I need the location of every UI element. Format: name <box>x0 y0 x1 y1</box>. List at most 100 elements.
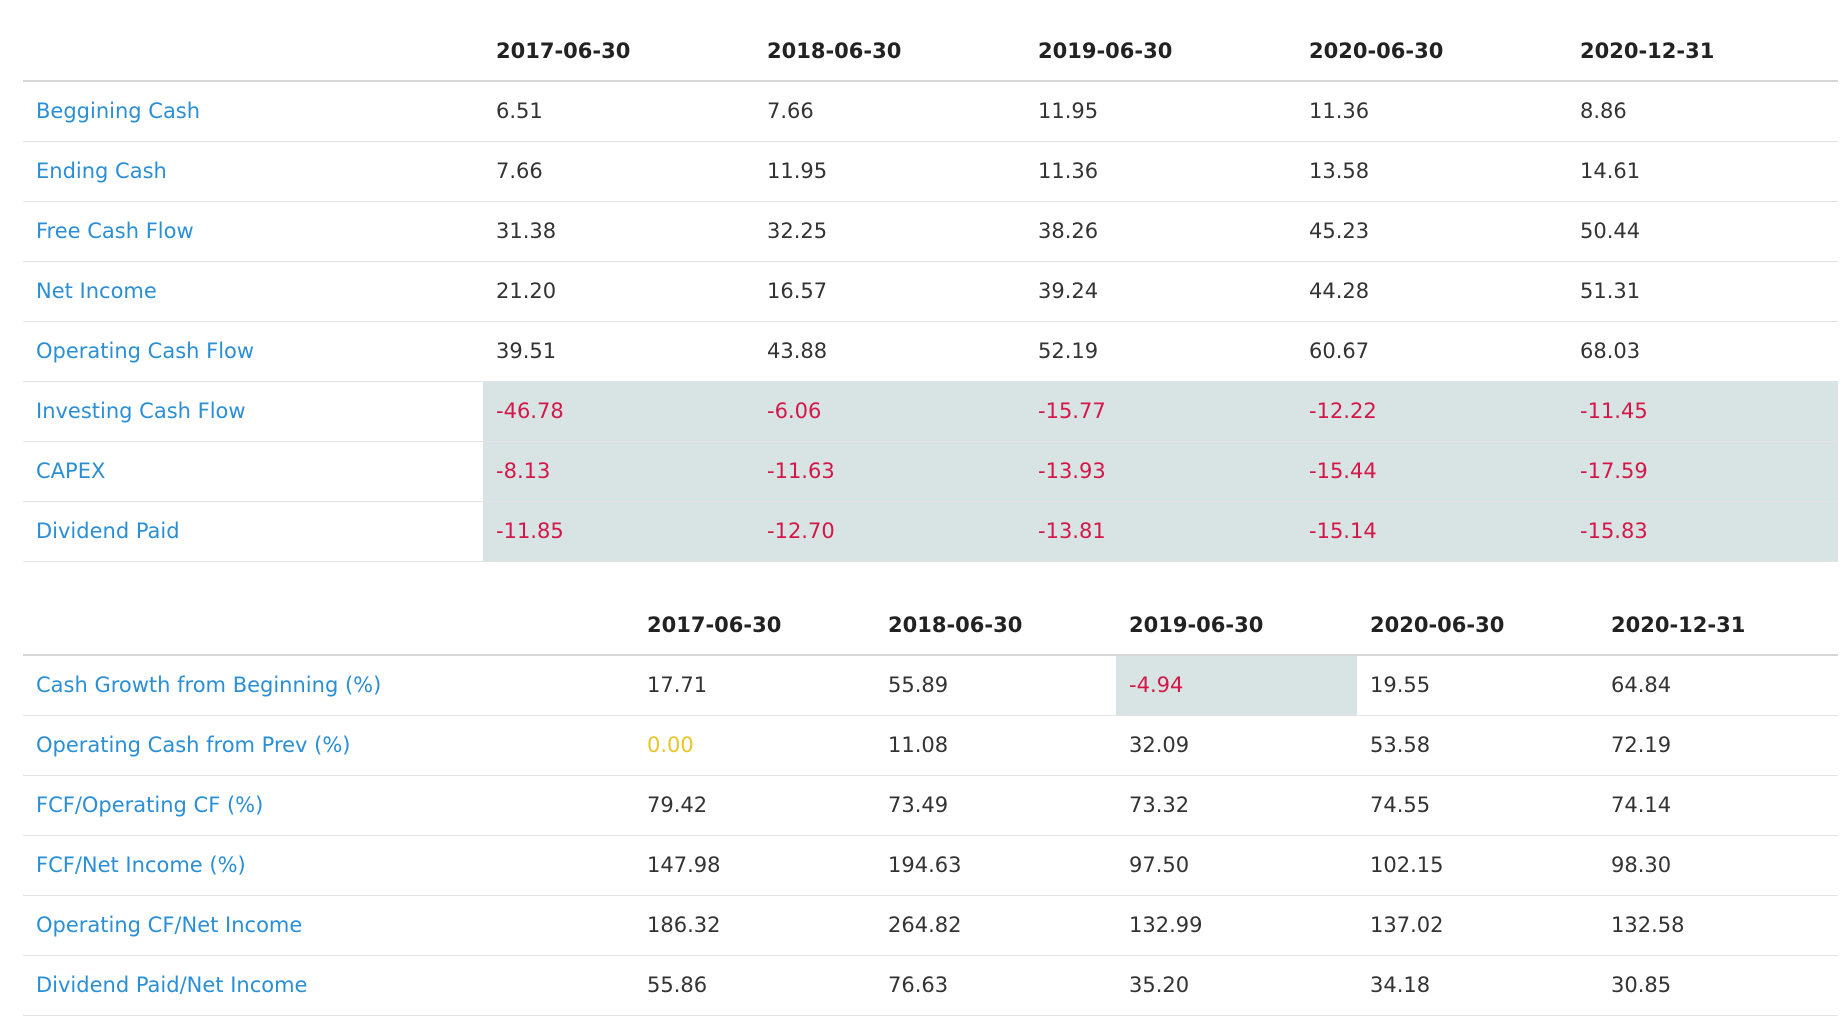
negative-cell: -15.44 <box>1296 441 1567 502</box>
table-row: Investing Cash Flow -46.78 -6.06 -15.77 … <box>23 381 1838 442</box>
row-label-link[interactable]: Operating CF/Net Income <box>23 895 634 956</box>
table-cell: 19.55 <box>1357 655 1598 716</box>
table-cell: 186.32 <box>634 895 875 956</box>
table-cell: 194.63 <box>875 835 1116 896</box>
table-cell: 31.38 <box>483 201 754 262</box>
table-row: Ending Cash 7.66 11.95 11.36 13.58 14.61 <box>23 141 1838 202</box>
table-cell: 68.03 <box>1567 321 1838 382</box>
row-label-link[interactable]: Investing Cash Flow <box>23 381 483 442</box>
table-cell: 55.86 <box>634 955 875 1016</box>
table-cell: 38.26 <box>1025 201 1296 262</box>
ratio-table: 2017-06-30 2018-06-30 2019-06-30 2020-06… <box>23 596 1838 1016</box>
table-cell: 13.58 <box>1296 141 1567 202</box>
table-cell: 98.30 <box>1598 835 1838 896</box>
table-cell: 32.25 <box>754 201 1025 262</box>
table-cell: 34.18 <box>1357 955 1598 1016</box>
table-cell: 50.44 <box>1567 201 1838 262</box>
row-label-link[interactable]: Dividend Paid/Net Income <box>23 955 634 1016</box>
row-label-link[interactable]: Free Cash Flow <box>23 201 483 262</box>
row-label-link[interactable]: Dividend Paid <box>23 501 483 562</box>
table-row: Cash Growth from Beginning (%) 17.71 55.… <box>23 655 1838 716</box>
row-label-link[interactable]: Cash Growth from Beginning (%) <box>23 655 634 716</box>
table-cell: 97.50 <box>1116 835 1357 896</box>
table-cell: 14.61 <box>1567 141 1838 202</box>
table-cell: 6.51 <box>483 81 754 142</box>
table-cell: 11.95 <box>1025 81 1296 142</box>
table-cell: 32.09 <box>1116 715 1357 776</box>
header-cell: 2019-06-30 <box>1116 596 1357 656</box>
table-cell: 39.51 <box>483 321 754 382</box>
table-cell: 11.95 <box>754 141 1025 202</box>
header-cell: 2018-06-30 <box>754 22 1025 82</box>
table-cell: 8.86 <box>1567 81 1838 142</box>
table-row: Dividend Paid -11.85 -12.70 -13.81 -15.1… <box>23 501 1838 562</box>
header-cell: 2017-06-30 <box>634 596 875 656</box>
header-cell <box>23 22 483 82</box>
table-cell: 60.67 <box>1296 321 1567 382</box>
table-cell: 264.82 <box>875 895 1116 956</box>
negative-cell: -15.83 <box>1567 501 1838 562</box>
table-cell: 132.58 <box>1598 895 1838 956</box>
table-cell: 79.42 <box>634 775 875 836</box>
negative-cell: -15.77 <box>1025 381 1296 442</box>
table-cell: 53.58 <box>1357 715 1598 776</box>
header-cell: 2020-12-31 <box>1567 22 1838 82</box>
table-cell: 51.31 <box>1567 261 1838 322</box>
negative-cell: -4.94 <box>1116 655 1357 716</box>
table-cell: 44.28 <box>1296 261 1567 322</box>
table-cell: 39.24 <box>1025 261 1296 322</box>
negative-cell: -11.45 <box>1567 381 1838 442</box>
table-cell: 73.32 <box>1116 775 1357 836</box>
negative-cell: -12.70 <box>754 501 1025 562</box>
negative-cell: -8.13 <box>483 441 754 502</box>
negative-cell: -6.06 <box>754 381 1025 442</box>
table-header-row: 2017-06-30 2018-06-30 2019-06-30 2020-06… <box>23 596 1838 656</box>
negative-cell: -11.63 <box>754 441 1025 502</box>
table-cell: 11.36 <box>1025 141 1296 202</box>
table-row: Free Cash Flow 31.38 32.25 38.26 45.23 5… <box>23 201 1838 262</box>
row-label-link[interactable]: FCF/Net Income (%) <box>23 835 634 896</box>
table-cell: 55.89 <box>875 655 1116 716</box>
header-cell: 2019-06-30 <box>1025 22 1296 82</box>
table-cell: 74.14 <box>1598 775 1838 836</box>
table-row: Operating Cash from Prev (%) 0.00 11.08 … <box>23 715 1838 776</box>
table-header-row: 2017-06-30 2018-06-30 2019-06-30 2020-06… <box>23 22 1838 82</box>
cashflow-table: 2017-06-30 2018-06-30 2019-06-30 2020-06… <box>23 22 1838 562</box>
table-cell: 102.15 <box>1357 835 1598 896</box>
header-cell <box>23 596 634 656</box>
table-cell: 72.19 <box>1598 715 1838 776</box>
table-cell: 7.66 <box>754 81 1025 142</box>
table-cell: 11.36 <box>1296 81 1567 142</box>
row-label-link[interactable]: FCF/Operating CF (%) <box>23 775 634 836</box>
table-row: CAPEX -8.13 -11.63 -13.93 -15.44 -17.59 <box>23 441 1838 502</box>
table-cell: 76.63 <box>875 955 1116 1016</box>
zero-value-cell: 0.00 <box>634 715 875 776</box>
table-cell: 52.19 <box>1025 321 1296 382</box>
row-label-link[interactable]: Operating Cash from Prev (%) <box>23 715 634 776</box>
header-cell: 2018-06-30 <box>875 596 1116 656</box>
negative-cell: -12.22 <box>1296 381 1567 442</box>
header-cell: 2020-12-31 <box>1598 596 1838 656</box>
row-label-link[interactable]: Beggining Cash <box>23 81 483 142</box>
table-row: FCF/Net Income (%) 147.98 194.63 97.50 1… <box>23 835 1838 896</box>
table-cell: 147.98 <box>634 835 875 896</box>
row-label-link[interactable]: Net Income <box>23 261 483 322</box>
table-cell: 132.99 <box>1116 895 1357 956</box>
table-cell: 21.20 <box>483 261 754 322</box>
table-cell: 64.84 <box>1598 655 1838 716</box>
negative-cell: -13.93 <box>1025 441 1296 502</box>
row-label-link[interactable]: Operating Cash Flow <box>23 321 483 382</box>
table-cell: 45.23 <box>1296 201 1567 262</box>
table-cell: 137.02 <box>1357 895 1598 956</box>
table-cell: 43.88 <box>754 321 1025 382</box>
table-cell: 35.20 <box>1116 955 1357 1016</box>
table-cell: 73.49 <box>875 775 1116 836</box>
table-cell: 11.08 <box>875 715 1116 776</box>
table-row: Operating CF/Net Income 186.32 264.82 13… <box>23 895 1838 956</box>
row-label-link[interactable]: Ending Cash <box>23 141 483 202</box>
table-row: FCF/Operating CF (%) 79.42 73.49 73.32 7… <box>23 775 1838 836</box>
row-label-link[interactable]: CAPEX <box>23 441 483 502</box>
table-row: Beggining Cash 6.51 7.66 11.95 11.36 8.8… <box>23 81 1838 142</box>
negative-cell: -17.59 <box>1567 441 1838 502</box>
table-row: Net Income 21.20 16.57 39.24 44.28 51.31 <box>23 261 1838 322</box>
